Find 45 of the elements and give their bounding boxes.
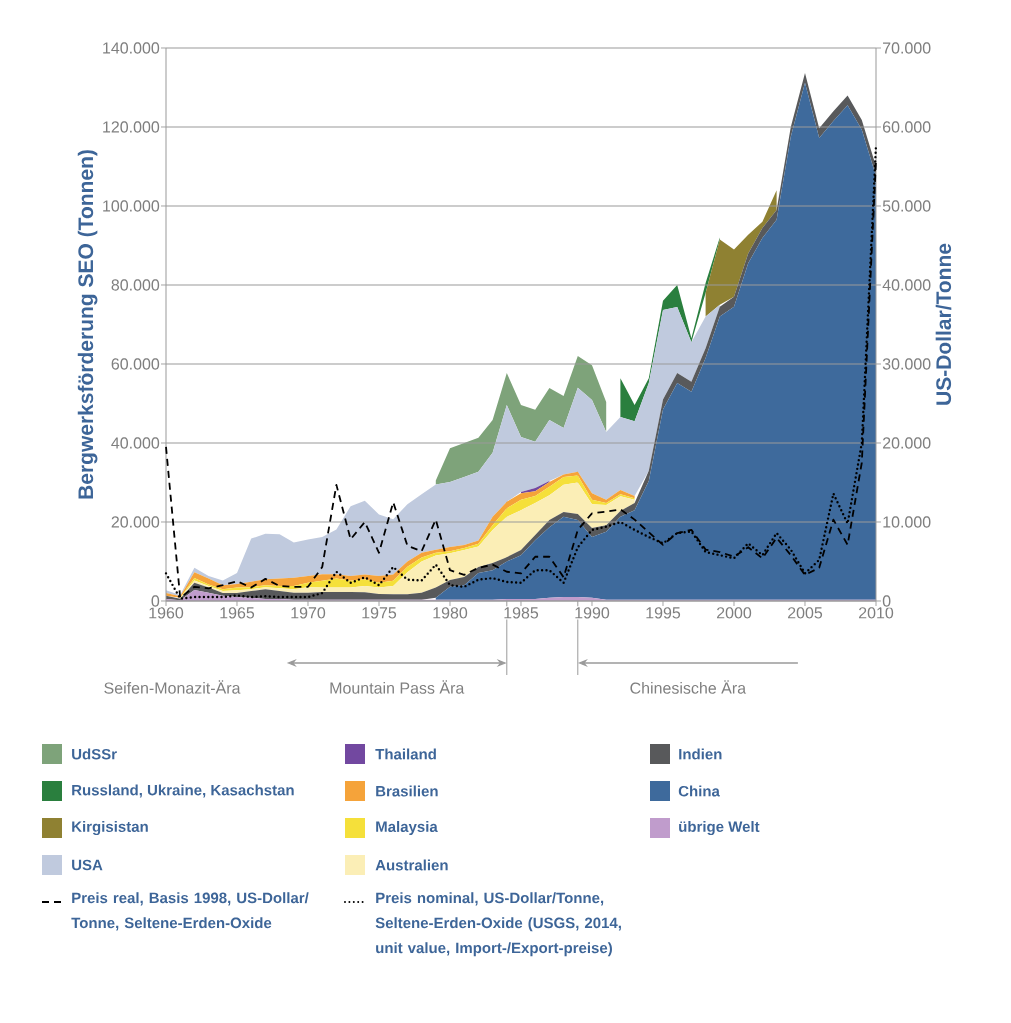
y-tick-label: 60.000	[111, 358, 160, 370]
legend-label: China	[678, 785, 720, 797]
legend-label: Thailand	[375, 748, 436, 760]
x-tick-label: 1985	[504, 607, 539, 619]
y-tick-label: 20.000	[111, 516, 160, 528]
legend-label: Preis real, Basis 1998, US-Dollar/ Tonne, Seltene-Erden-Oxide	[71, 892, 309, 931]
legend-label: Australien	[375, 859, 448, 871]
y2-tick-label: 10.000	[883, 516, 931, 528]
x-tick-label: 1960	[149, 607, 184, 619]
y-tick-label: 100.000	[103, 200, 160, 212]
y-tick-label: 40.000	[111, 437, 160, 449]
legend-label: Kirgisistan	[72, 820, 148, 836]
x-tick-label: 1995	[646, 607, 681, 619]
legend-label: Malaysia	[376, 821, 438, 835]
x-tick-label: 1975	[362, 607, 397, 619]
y-tick-label: 120.000	[103, 121, 160, 133]
legend-label: übrige Welt	[679, 820, 760, 836]
text: Chinesische Ära	[630, 680, 747, 694]
x-tick-label: 2005	[788, 607, 823, 619]
y2-tick-label: 50.000	[882, 200, 931, 212]
y-axis-title: Bergwerksförderung SEO (Tonnen)	[77, 150, 98, 499]
x-tick-label: 1970	[291, 607, 326, 619]
y2-tick-label: 20.000	[883, 437, 931, 449]
text: Seifen-Monazit-Ära	[104, 680, 241, 694]
y2-tick-label: 70.000	[883, 42, 931, 54]
y2-tick-label: 30.000	[882, 358, 931, 370]
y2-tick-label: 40.000	[882, 279, 931, 291]
y2-axis-title: US-Dollar/Tonne	[935, 243, 952, 405]
x-tick-label: 1965	[220, 607, 255, 619]
y2-tick-label: 60.000	[883, 121, 931, 133]
text: Mountain Pass Ära	[330, 680, 465, 694]
x-tick-label: 1990	[575, 607, 610, 619]
y2-tick-label: 0	[882, 595, 891, 607]
y-tick-label: 80.000	[111, 279, 160, 291]
x-tick-label: 1980	[433, 607, 468, 619]
legend-label: Preis nominal, US-Dollar/Tonne, Seltene-Erden-Oxide (USGS, 2014, unit value, Import-/Export-preise)	[375, 892, 621, 957]
x-tick-label: 2000	[717, 607, 752, 619]
legend-label: UdSSr	[72, 748, 117, 760]
legend-label: Russland, Ukraine, Kasachstan	[72, 784, 294, 798]
x-tick-label: 2010	[859, 607, 894, 619]
legend-label: Indien	[679, 748, 722, 760]
y-tick-label: 0	[151, 595, 160, 607]
legend-label: Brasilien	[376, 785, 438, 797]
legend-label: USA	[72, 859, 103, 871]
y-tick-label: 140.000	[103, 42, 160, 54]
